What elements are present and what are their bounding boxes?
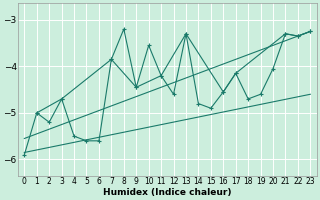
X-axis label: Humidex (Indice chaleur): Humidex (Indice chaleur) bbox=[103, 188, 232, 197]
